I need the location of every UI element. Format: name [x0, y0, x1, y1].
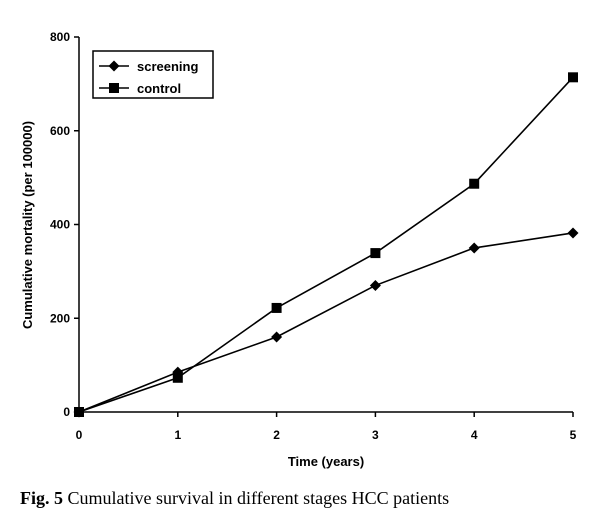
y-tick-label: 800 — [50, 30, 70, 44]
series-line-control — [78, 76, 574, 413]
data-point-control — [568, 72, 578, 83]
caption-text: Cumulative survival in different stages … — [67, 488, 450, 508]
data-point-control — [370, 248, 381, 259]
legend-marker-screening — [108, 60, 120, 72]
data-point-control — [271, 302, 282, 313]
x-tick-label: 3 — [372, 428, 379, 442]
series-markers — [73, 72, 579, 418]
series-lines — [78, 76, 574, 413]
data-point-screening — [567, 227, 579, 239]
tick-labels: 0 200 400 600 800 0 1 2 3 4 5 — [50, 30, 577, 442]
y-tick-label: 0 — [63, 405, 70, 419]
data-point-screening — [271, 331, 283, 343]
x-axis-title: Time (years) — [288, 454, 364, 469]
legend-marker-control — [109, 83, 119, 93]
data-point-control — [469, 178, 480, 189]
legend-label-control: control — [137, 81, 181, 96]
figure-caption: Fig. 5 Cumulative survival in different … — [20, 488, 449, 509]
data-point-screening — [468, 242, 480, 254]
y-tick-label: 600 — [50, 124, 70, 138]
legend-label-screening: screening — [137, 59, 198, 74]
y-tick-label: 400 — [50, 218, 70, 232]
legend: screening control — [92, 50, 214, 99]
x-tick-label: 2 — [273, 428, 280, 442]
y-axis-title: Cumulative mortality (per 100000) — [20, 121, 35, 329]
x-tick-label: 1 — [174, 428, 181, 442]
axes — [74, 36, 574, 417]
series-line-screening — [78, 232, 574, 413]
caption-label: Fig. 5 — [20, 488, 63, 508]
x-tick-label: 5 — [570, 428, 577, 442]
y-tick-label: 200 — [50, 311, 70, 325]
data-point-control — [74, 407, 84, 417]
data-point-screening — [369, 279, 381, 291]
x-tick-label: 4 — [471, 428, 478, 442]
x-tick-label: 0 — [76, 428, 83, 442]
data-point-control — [172, 372, 183, 383]
chart: 0 200 400 600 800 0 1 2 3 4 5 Time (years) Cumulat… — [20, 30, 579, 469]
